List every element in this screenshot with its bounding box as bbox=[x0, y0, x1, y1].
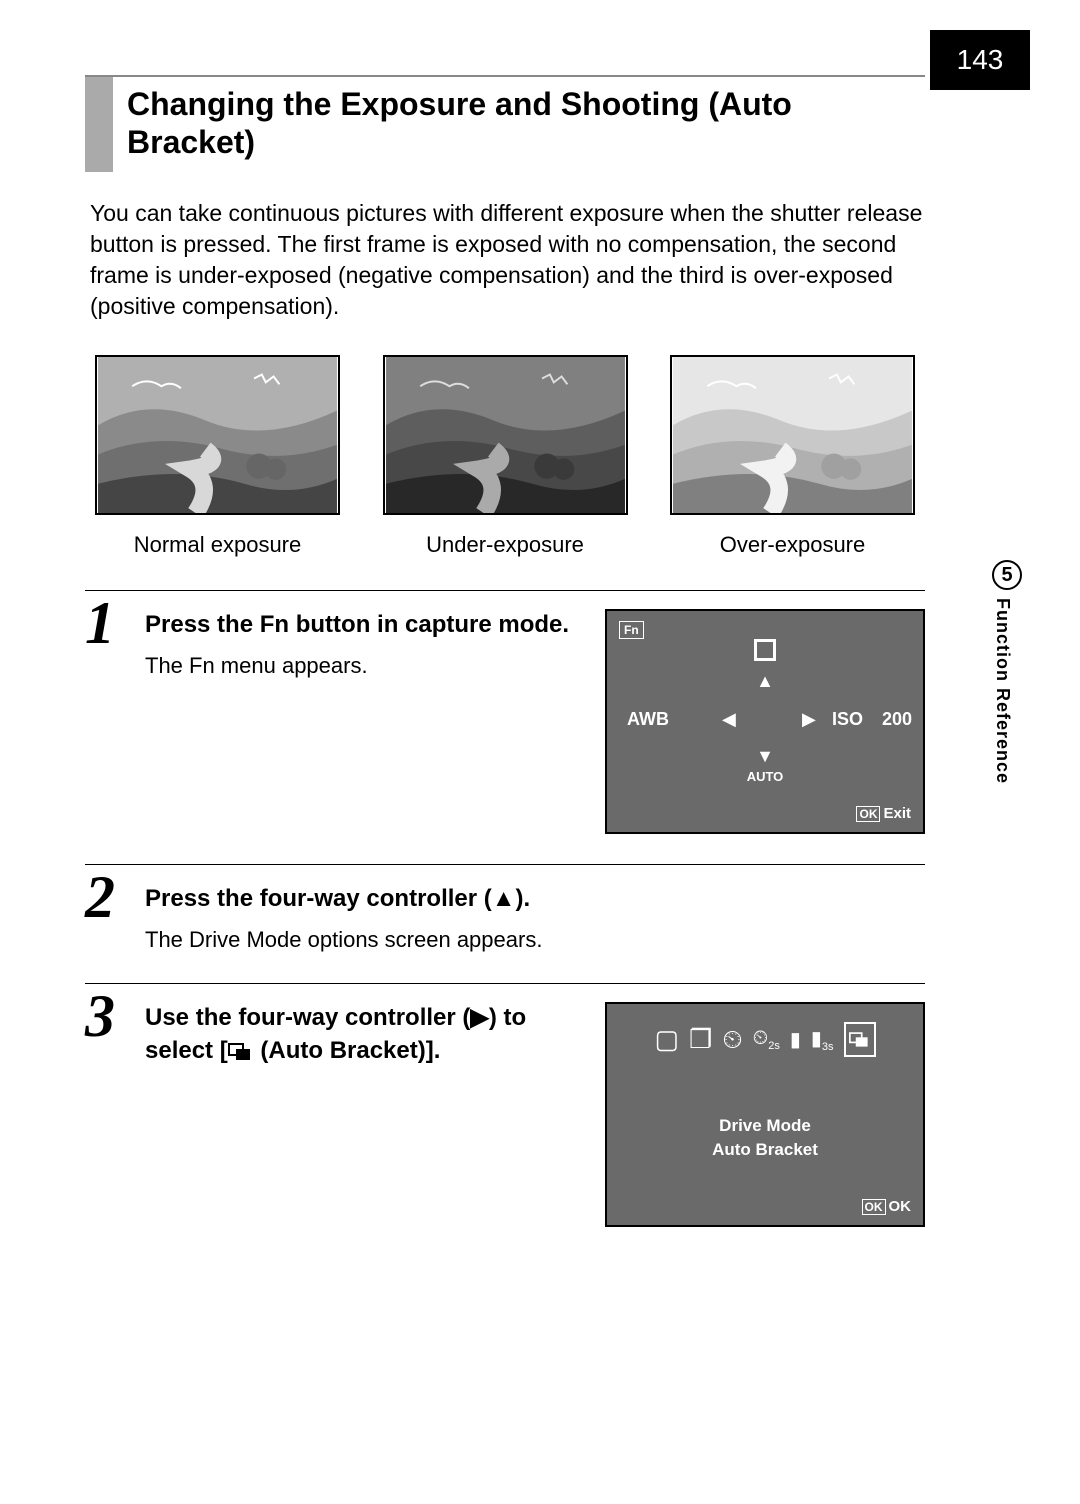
lcd-fn-badge: Fn bbox=[619, 621, 644, 639]
step-1-title-post: button in capture mode. bbox=[289, 611, 569, 638]
remote-3s-icon: ▮3s bbox=[811, 1026, 834, 1053]
auto-bracket-icon bbox=[228, 1041, 254, 1061]
drive-mode-icon-row: ▢ ❐ ⏲ ⏲2s ▮ ▮3s bbox=[607, 1022, 923, 1057]
arrow-left-icon: ◀ bbox=[722, 709, 736, 730]
step-1-desc: The Fn menu appears. bbox=[145, 653, 580, 679]
exposure-examples-row: Normal exposure Under-exposure Ove bbox=[95, 355, 915, 558]
lcd-mode-label: Drive Mode Auto Bracket bbox=[607, 1114, 923, 1162]
section-heading: Changing the Exposure and Shooting (Auto… bbox=[85, 75, 925, 172]
lcd-exit-label: OKExit bbox=[856, 805, 911, 822]
page-number: 143 bbox=[930, 30, 1030, 90]
step-1-title-pre: Press the bbox=[145, 611, 260, 638]
exposure-normal: Normal exposure bbox=[95, 355, 340, 558]
lcd-drive-mode-line2: Auto Bracket bbox=[607, 1138, 923, 1162]
lcd-exit-text: Exit bbox=[883, 805, 911, 822]
exposure-normal-label: Normal exposure bbox=[95, 532, 340, 558]
landscape-under-icon bbox=[383, 355, 628, 515]
lcd-ok-label: OKOK bbox=[862, 1198, 912, 1215]
heading-accent-bar bbox=[85, 77, 113, 172]
side-tab: 5 Function Reference bbox=[992, 560, 1032, 840]
arrow-up-icon: ▲ bbox=[756, 671, 774, 692]
step-3-number: 3 bbox=[85, 986, 115, 1046]
step-2-desc: The Drive Mode options screen appears. bbox=[145, 927, 925, 953]
fn-label-inline: Fn bbox=[260, 611, 289, 638]
step-1: 1 Press the Fn button in capture mode. T… bbox=[85, 590, 925, 864]
lcd-iso-label: ISO bbox=[832, 709, 863, 730]
step-2-title: Press the four-way controller (▲). bbox=[145, 883, 925, 915]
auto-bracket-selected-icon bbox=[844, 1022, 876, 1057]
lcd-drive-mode: ▢ ❐ ⏲ ⏲2s ▮ ▮3s Drive Mode Auto Bracket … bbox=[605, 1002, 925, 1227]
continuous-icon: ❐ bbox=[689, 1024, 712, 1055]
intro-paragraph: You can take continuous pictures with di… bbox=[90, 198, 925, 322]
lcd-awb-label: AWB bbox=[627, 709, 669, 730]
step-3-title: Use the four-way controller (▶) to selec… bbox=[145, 1002, 580, 1067]
self-timer-2s-icon: ⏲2s bbox=[753, 1027, 780, 1052]
exposure-under-label: Under-exposure bbox=[383, 532, 628, 558]
remote-icon: ▮ bbox=[790, 1027, 801, 1052]
exposure-over: Over-exposure bbox=[670, 355, 915, 558]
lcd-ok-text: OK bbox=[889, 1198, 912, 1215]
lcd-iso-value: 200 bbox=[882, 709, 912, 730]
steps-list: 1 Press the Fn button in capture mode. T… bbox=[85, 590, 925, 1257]
arrow-down-icon: ▼ bbox=[756, 746, 774, 767]
side-tab-label: Function Reference bbox=[992, 598, 1013, 784]
ok-box-icon: OK bbox=[856, 806, 880, 822]
lcd-fn-menu: Fn ▲ ▼ ◀ ▶ AWB ISO 200 AUTO OKExit bbox=[605, 609, 925, 834]
lcd-single-frame-icon bbox=[754, 639, 776, 661]
heading-text: Changing the Exposure and Shooting (Auto… bbox=[113, 77, 925, 172]
exposure-under: Under-exposure bbox=[383, 355, 628, 558]
landscape-normal-icon bbox=[95, 355, 340, 515]
step-1-number: 1 bbox=[85, 593, 115, 653]
step-2-number: 2 bbox=[85, 867, 115, 927]
step-3: 3 Use the four-way controller (▶) to sel… bbox=[85, 983, 925, 1257]
step-1-title: Press the Fn button in capture mode. bbox=[145, 609, 580, 641]
lcd-auto-label: AUTO bbox=[747, 769, 784, 784]
step-3-title-post: (Auto Bracket)]. bbox=[254, 1037, 441, 1064]
chapter-number: 5 bbox=[992, 560, 1022, 590]
ok-box-icon: OK bbox=[862, 1199, 886, 1215]
lcd-drive-mode-line1: Drive Mode bbox=[607, 1114, 923, 1138]
arrow-right-icon: ▶ bbox=[802, 709, 816, 730]
single-shot-icon: ▢ bbox=[654, 1024, 679, 1055]
landscape-over-icon bbox=[670, 355, 915, 515]
step-2: 2 Press the four-way controller (▲). The… bbox=[85, 864, 925, 983]
self-timer-icon: ⏲ bbox=[722, 1024, 742, 1056]
exposure-over-label: Over-exposure bbox=[670, 532, 915, 558]
